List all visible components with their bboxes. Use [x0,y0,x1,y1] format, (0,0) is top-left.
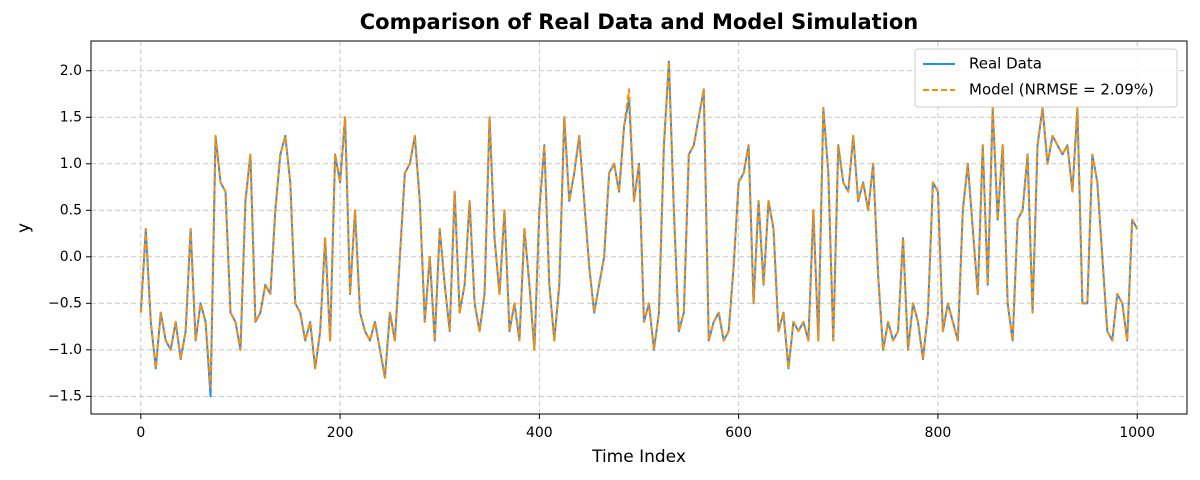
y-tick-label: 2.0 [60,63,82,79]
x-tick-label: 0 [136,425,145,441]
legend-label: Real Data [969,55,1042,73]
x-tick-label: 200 [327,425,354,441]
x-axis-label: Time Index [591,447,686,467]
y-axis-label: y [14,223,34,233]
y-tick-label: 0.5 [60,202,82,218]
y-tick-label: −1.5 [48,388,82,404]
legend-label: Model (NRMSE = 2.09%) [969,81,1154,99]
data-line [139,60,1139,389]
x-tick-label: 400 [526,425,553,441]
x-tick-label: 800 [925,425,952,441]
x-tick-label: 1000 [1119,425,1155,441]
y-tick-label: 1.0 [60,156,82,172]
plot-frame [90,40,1188,415]
y-tick-label: 1.5 [60,109,82,125]
y-tick-label: −0.5 [48,295,82,311]
legend-box [914,48,1178,108]
chart-title: Comparison of Real Data and Model Simula… [360,10,918,34]
y-tick-label: −1.0 [48,342,82,358]
data-line [139,60,1139,398]
y-tick-label: 0.0 [60,249,82,265]
x-tick-label: 600 [725,425,752,441]
